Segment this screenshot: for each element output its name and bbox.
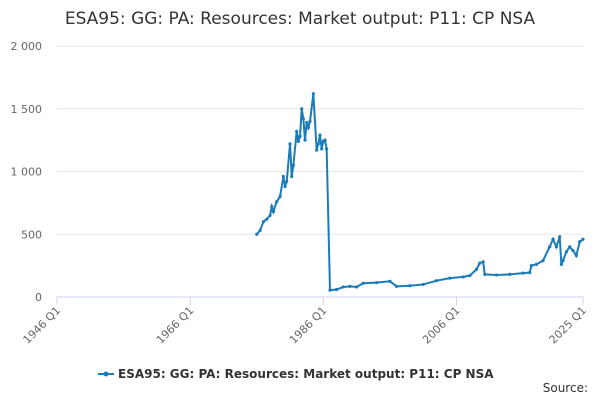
point bbox=[258, 228, 262, 233]
point bbox=[295, 129, 299, 133]
point bbox=[564, 250, 568, 254]
point bbox=[551, 237, 555, 241]
point bbox=[281, 174, 285, 179]
point bbox=[434, 279, 439, 283]
point bbox=[574, 253, 578, 258]
point bbox=[278, 195, 282, 199]
legend-marker bbox=[103, 371, 109, 377]
point bbox=[275, 200, 279, 204]
point bbox=[578, 240, 582, 244]
point bbox=[559, 262, 563, 266]
point bbox=[300, 107, 304, 111]
y-tick-label: 1 000 bbox=[11, 166, 43, 179]
x-tick-label: 1946 Q1 bbox=[21, 304, 64, 347]
point bbox=[296, 139, 300, 143]
point bbox=[298, 134, 302, 138]
point bbox=[261, 220, 266, 224]
x-tick-label: 2006 Q1 bbox=[420, 304, 463, 347]
point bbox=[361, 281, 365, 285]
point bbox=[568, 245, 572, 249]
point bbox=[255, 232, 259, 236]
point bbox=[394, 284, 399, 288]
point bbox=[529, 264, 533, 268]
point bbox=[541, 259, 545, 263]
point bbox=[468, 274, 472, 278]
y-tick-label: 500 bbox=[21, 228, 42, 241]
point bbox=[301, 117, 305, 121]
point bbox=[311, 92, 315, 96]
point bbox=[265, 217, 269, 221]
point bbox=[483, 272, 487, 277]
point bbox=[291, 163, 295, 167]
point bbox=[474, 267, 479, 271]
series-line bbox=[255, 93, 584, 292]
point bbox=[303, 138, 307, 142]
point bbox=[306, 125, 310, 130]
point bbox=[478, 261, 482, 265]
point bbox=[271, 210, 275, 214]
point bbox=[554, 245, 558, 249]
point bbox=[508, 272, 512, 277]
point bbox=[285, 179, 289, 184]
point bbox=[355, 285, 359, 289]
point bbox=[521, 271, 525, 275]
point bbox=[388, 279, 392, 283]
point bbox=[316, 142, 320, 146]
point bbox=[408, 284, 412, 288]
point bbox=[374, 280, 379, 285]
point bbox=[528, 270, 532, 275]
legend-label: ESA95: GG: PA: Resources: Market output:… bbox=[118, 367, 494, 381]
point bbox=[288, 142, 292, 146]
point bbox=[315, 148, 319, 152]
point bbox=[348, 284, 352, 288]
point bbox=[290, 174, 294, 179]
point bbox=[323, 138, 327, 142]
point bbox=[571, 248, 575, 253]
point bbox=[335, 287, 339, 292]
y-tick-label: 2 000 bbox=[11, 40, 43, 53]
point bbox=[318, 133, 322, 137]
point bbox=[558, 235, 562, 239]
x-tick-label: 1986 Q1 bbox=[287, 304, 330, 347]
point bbox=[270, 205, 274, 209]
point bbox=[328, 288, 332, 292]
x-tick-label: 1966 Q1 bbox=[154, 304, 197, 347]
point bbox=[305, 120, 309, 125]
point bbox=[421, 282, 425, 287]
point bbox=[481, 260, 485, 264]
point bbox=[534, 262, 538, 266]
x-tick-label: 2025 Q1 bbox=[547, 304, 590, 347]
point bbox=[268, 213, 272, 218]
point bbox=[341, 285, 345, 289]
y-tick-label: 0 bbox=[35, 291, 42, 304]
y-tick-label: 1 500 bbox=[11, 103, 43, 116]
point bbox=[461, 275, 465, 279]
point bbox=[548, 245, 552, 249]
point bbox=[581, 237, 585, 241]
source: Source: bbox=[543, 381, 588, 395]
point bbox=[494, 273, 499, 277]
point bbox=[283, 184, 287, 189]
chart-title: ESA95: GG: PA: Resources: Market output:… bbox=[65, 9, 536, 29]
point bbox=[320, 147, 324, 151]
point bbox=[448, 276, 452, 280]
point bbox=[561, 259, 565, 263]
point bbox=[308, 119, 312, 123]
point bbox=[325, 147, 329, 151]
